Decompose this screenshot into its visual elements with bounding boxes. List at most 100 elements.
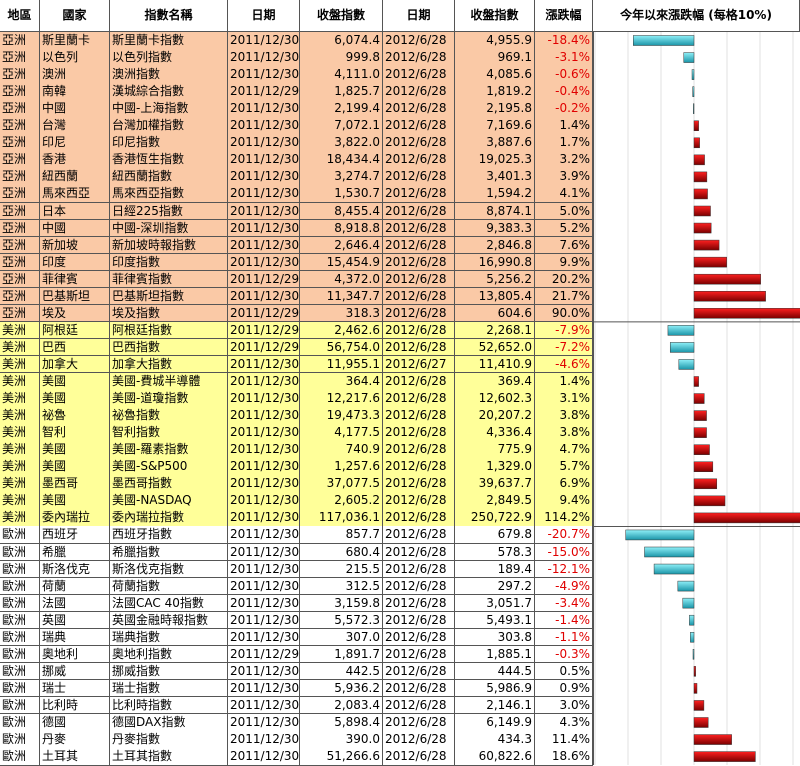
table-cell: 2,846.8 — [455, 236, 535, 255]
table-cell: 歐洲 — [0, 560, 40, 579]
table-cell: 西班牙指數 — [110, 526, 228, 544]
table-cell: 美洲 — [0, 492, 40, 510]
table-cell: 2,195.8 — [455, 100, 535, 118]
table-cell: 亞洲 — [0, 168, 40, 186]
table-cell: 澳洲指數 — [110, 66, 228, 84]
table-cell: -7.9% — [535, 321, 593, 340]
table-cell: 2012/6/28 — [383, 748, 455, 766]
table-cell: 1,819.2 — [455, 83, 535, 101]
table-cell: 2012/6/28 — [383, 509, 455, 527]
table-cell: 4.3% — [535, 714, 593, 732]
table-cell: 美國-道瓊指數 — [110, 390, 228, 408]
table-cell: 馬來西亞 — [40, 185, 110, 203]
table-cell: 亞洲 — [0, 185, 40, 203]
table-cell: 瑞典 — [40, 628, 110, 647]
change-bar — [693, 512, 800, 524]
table-cell: 2011/12/30 — [228, 424, 300, 442]
table-cell: 11,410.9 — [455, 355, 535, 374]
change-bar — [693, 256, 727, 268]
table-cell: 斯洛伐克指數 — [110, 560, 228, 579]
table-cell: 2011/12/30 — [228, 287, 300, 306]
table-cell: -0.4% — [535, 83, 593, 101]
table-cell: 2011/12/30 — [228, 134, 300, 152]
table-cell: 1,891.7 — [300, 645, 383, 664]
table-cell: 巴西指數 — [110, 338, 228, 357]
table-cell: 318.3 — [300, 304, 383, 323]
table-cell: 2011/12/30 — [228, 492, 300, 510]
change-bar — [693, 427, 707, 438]
table-cell: 775.9 — [455, 441, 535, 459]
table-cell: 委內瑞拉 — [40, 509, 110, 527]
table-cell: 美洲 — [0, 373, 40, 391]
header-cell: 日期 — [383, 0, 455, 32]
table-cell: 2011/12/30 — [228, 117, 300, 135]
table-cell: -20.7% — [535, 526, 593, 544]
table-cell: 5.0% — [535, 202, 593, 221]
table-cell: 紐西蘭指數 — [110, 168, 228, 186]
table-cell: 2011/12/30 — [228, 407, 300, 425]
table-cell: 美洲 — [0, 390, 40, 408]
table-cell: 歐洲 — [0, 577, 40, 596]
header-cell: 日期 — [228, 0, 300, 32]
table-cell: 日經225指數 — [110, 202, 228, 221]
table-cell: 亞洲 — [0, 304, 40, 323]
table-cell: 8,874.1 — [455, 202, 535, 221]
table-cell: 挪威 — [40, 662, 110, 681]
table-cell: 1.4% — [535, 117, 593, 135]
table-cell: 969.1 — [455, 49, 535, 67]
table-cell: 2012/6/27 — [383, 355, 455, 374]
table-cell: 117,036.1 — [300, 509, 383, 527]
table-cell: 16,990.8 — [455, 253, 535, 272]
table-cell: 希臘指數 — [110, 543, 228, 562]
table-cell: 委內瑞拉指數 — [110, 509, 228, 527]
table-cell: 3,274.7 — [300, 168, 383, 186]
table-cell: 法國 — [40, 594, 110, 613]
table-cell: 歐洲 — [0, 526, 40, 544]
table-cell: 6.9% — [535, 475, 593, 493]
table-cell: 埃及 — [40, 304, 110, 323]
table-cell: 20,207.2 — [455, 407, 535, 425]
table-cell: 美洲 — [0, 355, 40, 374]
table-cell: 20.2% — [535, 270, 593, 289]
table-cell: -7.2% — [535, 338, 593, 357]
table-cell: 美國 — [40, 492, 110, 510]
table-cell: 斯洛伐克 — [40, 560, 110, 579]
table-cell: 美洲 — [0, 321, 40, 340]
table-cell: 中國-深圳指數 — [110, 219, 228, 238]
table-cell: 亞洲 — [0, 219, 40, 238]
table-cell: 2011/12/30 — [228, 714, 300, 732]
table-cell: 2011/12/30 — [228, 577, 300, 596]
table-cell: 香港恆生指數 — [110, 151, 228, 169]
table-cell: 美國 — [40, 458, 110, 476]
table-cell: 歐洲 — [0, 611, 40, 630]
table-cell: 2011/12/30 — [228, 151, 300, 169]
table-cell: 4.1% — [535, 185, 593, 203]
change-bar — [693, 393, 705, 404]
table-cell: 英國 — [40, 611, 110, 630]
table-cell: 2012/6/28 — [383, 168, 455, 186]
table-cell: 加拿大指數 — [110, 355, 228, 374]
table-cell: 8,455.4 — [300, 202, 383, 221]
table-cell: 歐洲 — [0, 748, 40, 766]
table-cell: -1.1% — [535, 628, 593, 647]
table-cell: 37,077.5 — [300, 475, 383, 493]
change-bar — [693, 205, 711, 217]
table-cell: 亞洲 — [0, 66, 40, 84]
table-cell: 丹麥 — [40, 731, 110, 749]
table-cell: 2011/12/30 — [228, 543, 300, 562]
table-cell: 2011/12/30 — [228, 611, 300, 630]
table-cell: 3,822.0 — [300, 134, 383, 152]
table-cell: 303.8 — [455, 628, 535, 647]
table-cell: 578.3 — [455, 543, 535, 562]
table-cell: 法國CAC 40指數 — [110, 594, 228, 613]
table-cell: 歐洲 — [0, 731, 40, 749]
table-cell: 西班牙 — [40, 526, 110, 544]
table-cell: 5,986.9 — [455, 679, 535, 698]
table-cell: 2012/6/28 — [383, 662, 455, 681]
table-cell: 12,602.3 — [455, 390, 535, 408]
table-cell: 3.8% — [535, 407, 593, 425]
change-bar — [693, 273, 761, 285]
table-cell: 加拿大 — [40, 355, 110, 374]
change-bar — [693, 376, 699, 387]
table-cell: 2011/12/30 — [228, 475, 300, 493]
